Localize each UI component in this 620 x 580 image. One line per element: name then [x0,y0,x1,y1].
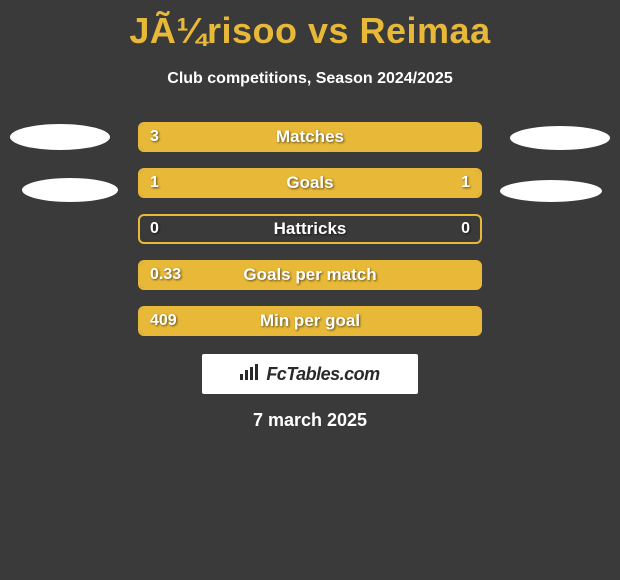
badge-text: FcTables.com [266,364,379,385]
page-title: JÃ¼risoo vs Reimaa [0,0,620,52]
stat-value-right: 0 [461,214,470,244]
stat-row: Goals per match0.33 [0,260,620,306]
date-text: 7 march 2025 [0,410,620,431]
stat-label: Min per goal [0,306,620,336]
chart-icon [240,364,260,385]
stat-row: Hattricks0 0 [0,214,620,260]
stat-value-left: 3 [150,122,159,152]
stat-value-left: 1 [150,168,159,198]
stat-value-left: 0.33 [150,260,181,290]
subtitle: Club competitions, Season 2024/2025 [0,70,620,88]
stat-label: Goals per match [0,260,620,290]
stat-row: Min per goal409 [0,306,620,352]
stat-row: Goals1 1 [0,168,620,214]
stats-rows: Matches3Goals11Hattricks00Goals per matc… [0,122,620,352]
stat-label: Goals [0,168,620,198]
stat-label: Hattricks [0,214,620,244]
stat-row: Matches3 [0,122,620,168]
stat-value-left: 0 [150,214,159,244]
stat-value-left: 409 [150,306,177,336]
stat-label: Matches [0,122,620,152]
stat-value-right: 1 [461,168,470,198]
fctables-badge: FcTables.com [202,354,418,394]
